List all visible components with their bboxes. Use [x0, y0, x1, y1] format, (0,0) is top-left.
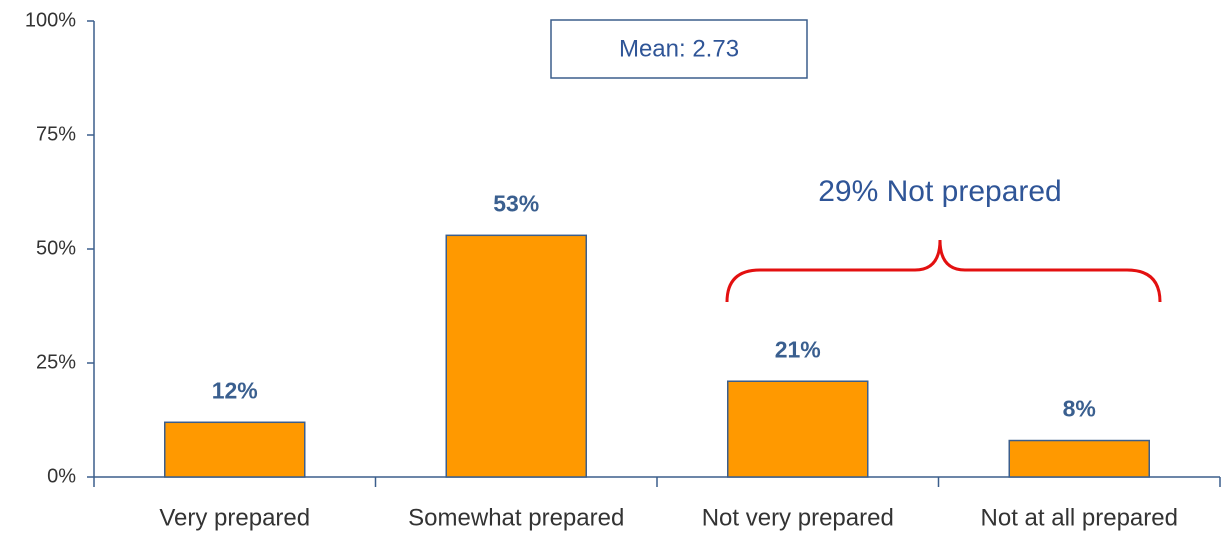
bar — [727, 380, 869, 478]
brace — [725, 239, 1162, 303]
y-tick-label: 100% — [25, 9, 76, 31]
y-tick-label: 0% — [47, 465, 76, 487]
data-label: 12% — [212, 377, 258, 403]
x-tick-label: Not very prepared — [702, 504, 894, 531]
y-tick-label: 75% — [36, 123, 76, 145]
bar — [1008, 439, 1150, 478]
group-annotation: 29% Not prepared — [818, 175, 1062, 208]
y-tick-label: 50% — [36, 237, 76, 259]
bar — [445, 234, 587, 478]
y-tick-label: 25% — [36, 351, 76, 373]
x-tick-label: Somewhat prepared — [408, 504, 624, 531]
mean-annotation: Mean: 2.73 — [619, 35, 739, 62]
data-label: 21% — [775, 336, 821, 362]
data-label: 8% — [1063, 396, 1096, 422]
mean-box — [550, 19, 808, 79]
data-label: 53% — [493, 190, 539, 216]
x-tick-label: Not at all prepared — [981, 504, 1178, 531]
x-tick-label: Very prepared — [159, 504, 310, 531]
bar — [164, 421, 306, 478]
